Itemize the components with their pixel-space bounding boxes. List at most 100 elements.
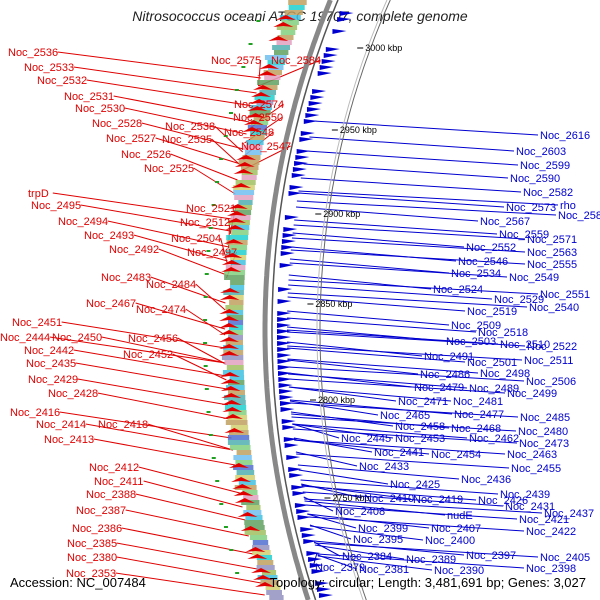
right-gene-label: Noc_2503 [446, 336, 496, 348]
feature-band [250, 135, 265, 140]
right-gene-label: Noc_2522 [527, 341, 577, 353]
rna-mark [211, 457, 216, 459]
left-gene-label: Noc_2388 [86, 489, 136, 501]
feature-band [228, 330, 243, 335]
feature-band [225, 405, 247, 410]
right-gene-label: Noc_2485 [520, 412, 570, 424]
right-gene-label: Noc_2455 [511, 463, 561, 475]
right-leader-line [298, 469, 389, 485]
forward-gene-arrow [319, 65, 334, 70]
right-gene-label: Noc_2559 [499, 229, 549, 241]
feature-band [264, 75, 281, 80]
right-leader-line [287, 341, 423, 357]
right-gene-label: Noc_2479 [414, 382, 464, 394]
left-leader-line [185, 308, 226, 336]
feature-band [223, 350, 244, 355]
left-leader-line [73, 349, 227, 377]
reverse-gene-arrow [231, 477, 252, 482]
forward-gene-arrow [283, 227, 298, 232]
right-leader-line [300, 177, 522, 193]
forward-gene-arrow [278, 287, 293, 292]
right-leader-line [317, 554, 358, 570]
feature-band [236, 470, 255, 475]
reverse-gene-arrow [273, 22, 294, 27]
right-leader-line [292, 428, 518, 444]
left-gene-label: Noc_2414 [36, 419, 86, 431]
reverse-gene-arrow [222, 407, 243, 412]
reverse-gene-arrow [243, 120, 264, 125]
forward-gene-arrow [296, 149, 311, 154]
right-gene-label: Noc_2573 [506, 202, 556, 214]
feature-band [223, 290, 244, 295]
feature-band [266, 590, 282, 595]
left-leader-line [73, 66, 257, 94]
reverse-gene-arrow [252, 85, 273, 90]
left-leader-line [101, 336, 226, 364]
left-gene-label: Noc_2450 [52, 332, 102, 344]
forward-gene-arrow [277, 323, 292, 328]
feature-band [235, 180, 256, 185]
feature-band [244, 530, 266, 535]
rna-mark [208, 434, 213, 436]
forward-gene-arrow [311, 569, 326, 574]
reverse-gene-arrow [251, 568, 272, 573]
feature-band [228, 400, 246, 405]
right-leader-line [294, 439, 430, 455]
right-leader-line [286, 331, 526, 347]
feature-band [288, 0, 307, 5]
reverse-gene-arrow [234, 162, 255, 167]
right-leader-line [288, 386, 397, 402]
left-gene-label: Noc_2548 [224, 127, 274, 139]
feature-band [263, 70, 282, 75]
forward-gene-arrow [291, 485, 306, 490]
genome-summary-text: Topology: circular; Length: 3,481,691 bp… [269, 575, 586, 590]
feature-band [259, 90, 276, 95]
right-leader-line [317, 555, 433, 571]
right-leader-line [287, 359, 419, 375]
reverse-gene-arrow [219, 295, 240, 300]
reverse-gene-arrow [219, 351, 240, 356]
right-gene-label: Noc_2555 [527, 259, 577, 271]
right-leader-line [288, 378, 506, 394]
feature-band [226, 315, 244, 320]
left-gene-label: Noc_2493 [84, 230, 134, 242]
right-gene-label: Noc_2465 [380, 410, 430, 422]
forward-gene-arrow [281, 419, 296, 424]
right-gene-label: Noc_2405 [540, 552, 590, 564]
feature-band [274, 50, 289, 55]
reverse-gene-arrow [222, 414, 243, 419]
scale-label: 2750 kbp [332, 493, 369, 503]
right-leader-line [300, 479, 499, 495]
left-gene-label: Noc_2494 [58, 216, 108, 228]
right-leader-line [298, 192, 505, 208]
feature-band [225, 385, 245, 390]
left-gene-label: Noc_2353 [66, 568, 116, 580]
right-gene-label: Noc_2519 [467, 306, 517, 318]
rna-mark [215, 181, 220, 183]
left-leader-line [77, 378, 229, 406]
right-gene-label: Noc_2437 [544, 508, 594, 520]
forward-gene-arrow [305, 113, 320, 118]
left-leader-line [143, 480, 243, 508]
right-leader-line [310, 525, 424, 541]
feature-band [265, 585, 281, 590]
forward-gene-arrow [317, 587, 332, 592]
feature-band [232, 225, 250, 230]
feature-band [230, 280, 245, 285]
left-leader-line [113, 95, 250, 123]
left-leader-line [85, 423, 234, 451]
scale-label: 2950 kbp [340, 125, 377, 135]
right-leader-line [303, 496, 334, 512]
right-gene-label: Noc_2453 [395, 433, 445, 445]
left-leader-line [59, 411, 232, 439]
rna-mark [204, 388, 209, 390]
feature-band [235, 475, 255, 480]
feature-band [247, 125, 267, 130]
right-leader-line [303, 163, 509, 179]
reverse-gene-arrow [225, 225, 246, 230]
forward-gene-arrow [279, 401, 294, 406]
left-gene-label: Noc_2550 [233, 112, 283, 124]
right-gene-label: Noc_2480 [518, 426, 568, 438]
forward-gene-arrow [277, 329, 292, 334]
right-leader-line [314, 544, 405, 560]
